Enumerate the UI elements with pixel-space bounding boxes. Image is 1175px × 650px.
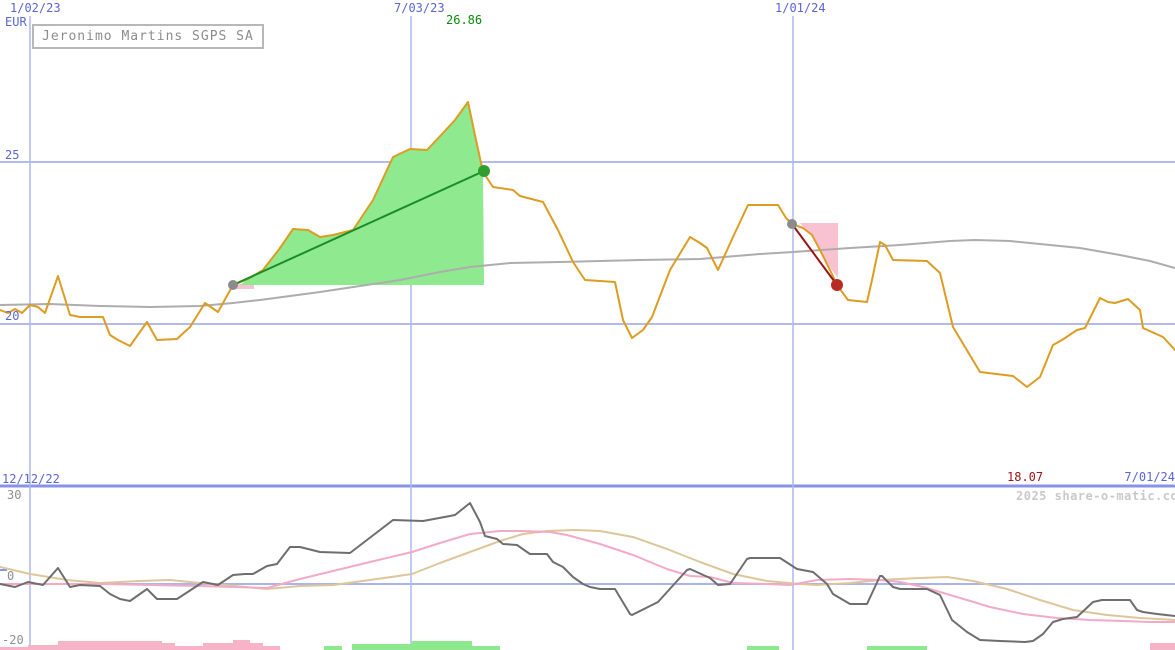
osc-tick-label-0: 0	[7, 569, 15, 583]
y-tick-label-20: 20	[5, 309, 20, 323]
uptrend-line	[232, 170, 485, 286]
x-tick-label-2: 7/03/23	[394, 1, 445, 15]
downtrend-loss-area	[800, 223, 838, 278]
annotation-layer	[228, 165, 843, 291]
histogram-bar-negative	[162, 643, 175, 650]
histogram-bar-positive	[747, 646, 779, 650]
x-tick-label-1: 1/02/23	[10, 1, 61, 15]
uptrend-end-handle[interactable]	[478, 165, 490, 177]
grid-layer	[0, 16, 1175, 650]
series-layer	[0, 101, 1175, 643]
histogram-bar-positive	[324, 646, 342, 650]
y-tick-label-25: 25	[5, 148, 20, 162]
histogram-bar-positive	[867, 646, 927, 650]
oscillator-pink-line	[0, 530, 1175, 623]
histogram-bar-negative	[0, 647, 28, 650]
bar-layer	[0, 640, 1175, 650]
price-line	[0, 101, 1175, 388]
osc-tick-label-neg20: -20	[2, 633, 24, 647]
max-price-label: 26.86	[446, 13, 483, 27]
downtrend-line	[791, 223, 838, 286]
histogram-bar-positive	[472, 646, 500, 650]
histogram-bar-negative	[1150, 643, 1175, 650]
moving-average-line	[0, 239, 1175, 308]
watermark: 2025 share-o-matic.com	[1016, 489, 1175, 503]
downtrend-start-handle[interactable]	[787, 219, 797, 229]
histogram-bar-positive	[352, 644, 412, 650]
histogram-bar-negative	[203, 643, 233, 650]
histogram-bar-negative	[175, 646, 203, 650]
x-tick-label-3: 1/01/24	[775, 1, 826, 15]
downtrend-end-handle[interactable]	[831, 279, 843, 291]
range-start-label: 12/12/22	[2, 472, 60, 486]
histogram-bar-negative	[250, 643, 263, 650]
histogram-bar-negative	[233, 640, 250, 650]
histogram-bar-negative	[58, 641, 162, 650]
uptrend-start-handle[interactable]	[228, 280, 238, 290]
histogram-bar-negative	[263, 646, 280, 650]
instrument-title[interactable]: Jeronimo Martins SGPS SA	[32, 24, 264, 49]
oscillator-main-line	[0, 502, 1175, 643]
currency-label: EUR	[5, 15, 27, 29]
oscillator-tan-line	[0, 529, 1175, 621]
osc-tick-label-30: 30	[7, 488, 22, 502]
uptrend-gain-area	[240, 102, 484, 285]
histogram-bar-negative	[28, 645, 58, 650]
histogram-bar-positive	[412, 641, 472, 650]
range-end-label: 7/01/24	[1124, 470, 1175, 484]
min-price-label: 18.07	[1007, 470, 1044, 484]
fill-layer	[230, 102, 838, 289]
